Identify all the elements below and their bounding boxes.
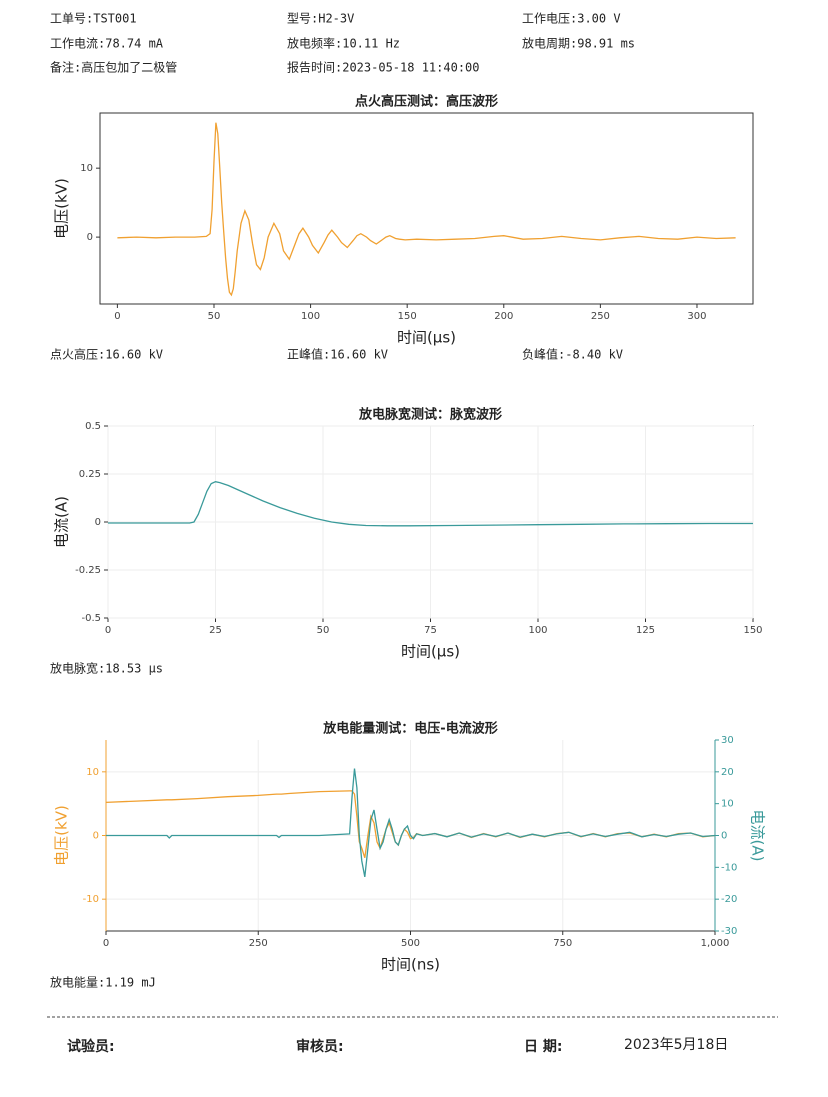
x-tick-label: 250 bbox=[591, 311, 610, 322]
x-tick-label: 50 bbox=[208, 311, 221, 322]
x-tick-label: 150 bbox=[743, 625, 762, 636]
y2-tick-label: -30 bbox=[721, 926, 737, 937]
x-tick-label: 250 bbox=[249, 938, 268, 949]
measurement: 负峰值:-8.40 kV bbox=[522, 347, 623, 362]
x-tick-label: 500 bbox=[401, 938, 420, 949]
x-tick-label: 100 bbox=[301, 311, 320, 322]
header-field: 放电周期:98.91 ms bbox=[522, 36, 635, 51]
header-field: 报告时间:2023-05-18 11:40:00 bbox=[287, 60, 480, 75]
x-axis-label: 时间(μs) bbox=[397, 329, 456, 347]
x-tick-label: 50 bbox=[317, 625, 330, 636]
y-tick-label: 0.25 bbox=[79, 469, 101, 480]
measurement: 放电脉宽:18.53 μs bbox=[50, 661, 163, 676]
y2-axis-label: 电流(A) bbox=[749, 810, 767, 862]
y-tick-label: 10 bbox=[80, 163, 93, 174]
chart-title: 放电能量测试：电压-电流波形 bbox=[322, 721, 497, 737]
header-field: 型号:H2-3V bbox=[287, 12, 354, 26]
x-tick-label: 125 bbox=[636, 625, 655, 636]
x-tick-label: 0 bbox=[105, 625, 111, 636]
x-tick-label: 25 bbox=[209, 625, 222, 636]
chart-title: 放电脉宽测试：脉宽波形 bbox=[358, 407, 502, 423]
measurement: 放电能量:1.19 mJ bbox=[50, 975, 156, 990]
y-axis-label: 电压(kV) bbox=[53, 178, 71, 239]
header-field: 放电频率:10.11 Hz bbox=[287, 36, 400, 51]
signature-label: 日 期: bbox=[524, 1039, 562, 1055]
x-tick-label: 300 bbox=[687, 311, 706, 322]
x-tick-label: 1,000 bbox=[701, 938, 730, 949]
y2-tick-label: 0 bbox=[721, 831, 727, 842]
y-tick-label: 10 bbox=[86, 767, 99, 778]
measurement: 正峰值:16.60 kV bbox=[287, 347, 388, 362]
y2-tick-label: -20 bbox=[721, 894, 737, 905]
y-axis-label: 电压(kV) bbox=[53, 805, 71, 866]
signature-label: 试验员: bbox=[67, 1038, 115, 1055]
y-tick-label: 0 bbox=[95, 517, 101, 528]
waveform bbox=[106, 768, 716, 878]
x-tick-label: 150 bbox=[398, 311, 417, 322]
x-tick-label: 100 bbox=[528, 625, 547, 636]
x-tick-label: 750 bbox=[553, 938, 572, 949]
x-axis-label: 时间(ns) bbox=[381, 956, 440, 974]
x-axis-label: 时间(μs) bbox=[401, 643, 460, 661]
y-axis-label: 电流(A) bbox=[53, 496, 71, 548]
plot-area bbox=[99, 112, 754, 305]
chart-title: 点火高压测试：高压波形 bbox=[355, 94, 498, 110]
x-tick-label: 0 bbox=[103, 938, 109, 949]
header-field: 工作电流:78.74 mA bbox=[50, 37, 164, 51]
waveform bbox=[108, 481, 753, 527]
header-field: 备注:高压包加了二极管 bbox=[50, 60, 177, 75]
y2-tick-label: -10 bbox=[721, 862, 737, 873]
header-field: 工作电压:3.00 V bbox=[522, 12, 621, 26]
y2-tick-label: 10 bbox=[721, 799, 734, 810]
y2-tick-label: 20 bbox=[721, 767, 734, 778]
y2-tick-label: 30 bbox=[721, 735, 734, 746]
y-tick-label: -0.5 bbox=[81, 613, 101, 624]
y-tick-label: -0.25 bbox=[75, 565, 101, 576]
report-date: 2023年5月18日 bbox=[624, 1037, 728, 1053]
waveform bbox=[117, 122, 736, 297]
y-tick-label: 0.5 bbox=[85, 421, 101, 432]
x-tick-label: 0 bbox=[114, 311, 120, 322]
y-tick-label: 0 bbox=[87, 232, 93, 243]
header-field: 工单号:TST001 bbox=[50, 12, 137, 26]
measurement: 点火高压:16.60 kV bbox=[50, 347, 163, 362]
x-tick-label: 75 bbox=[424, 625, 437, 636]
y-tick-label: -10 bbox=[83, 894, 99, 905]
signature-label: 审核员: bbox=[296, 1038, 344, 1055]
y-tick-label: 0 bbox=[93, 831, 99, 842]
x-tick-label: 200 bbox=[494, 311, 513, 322]
